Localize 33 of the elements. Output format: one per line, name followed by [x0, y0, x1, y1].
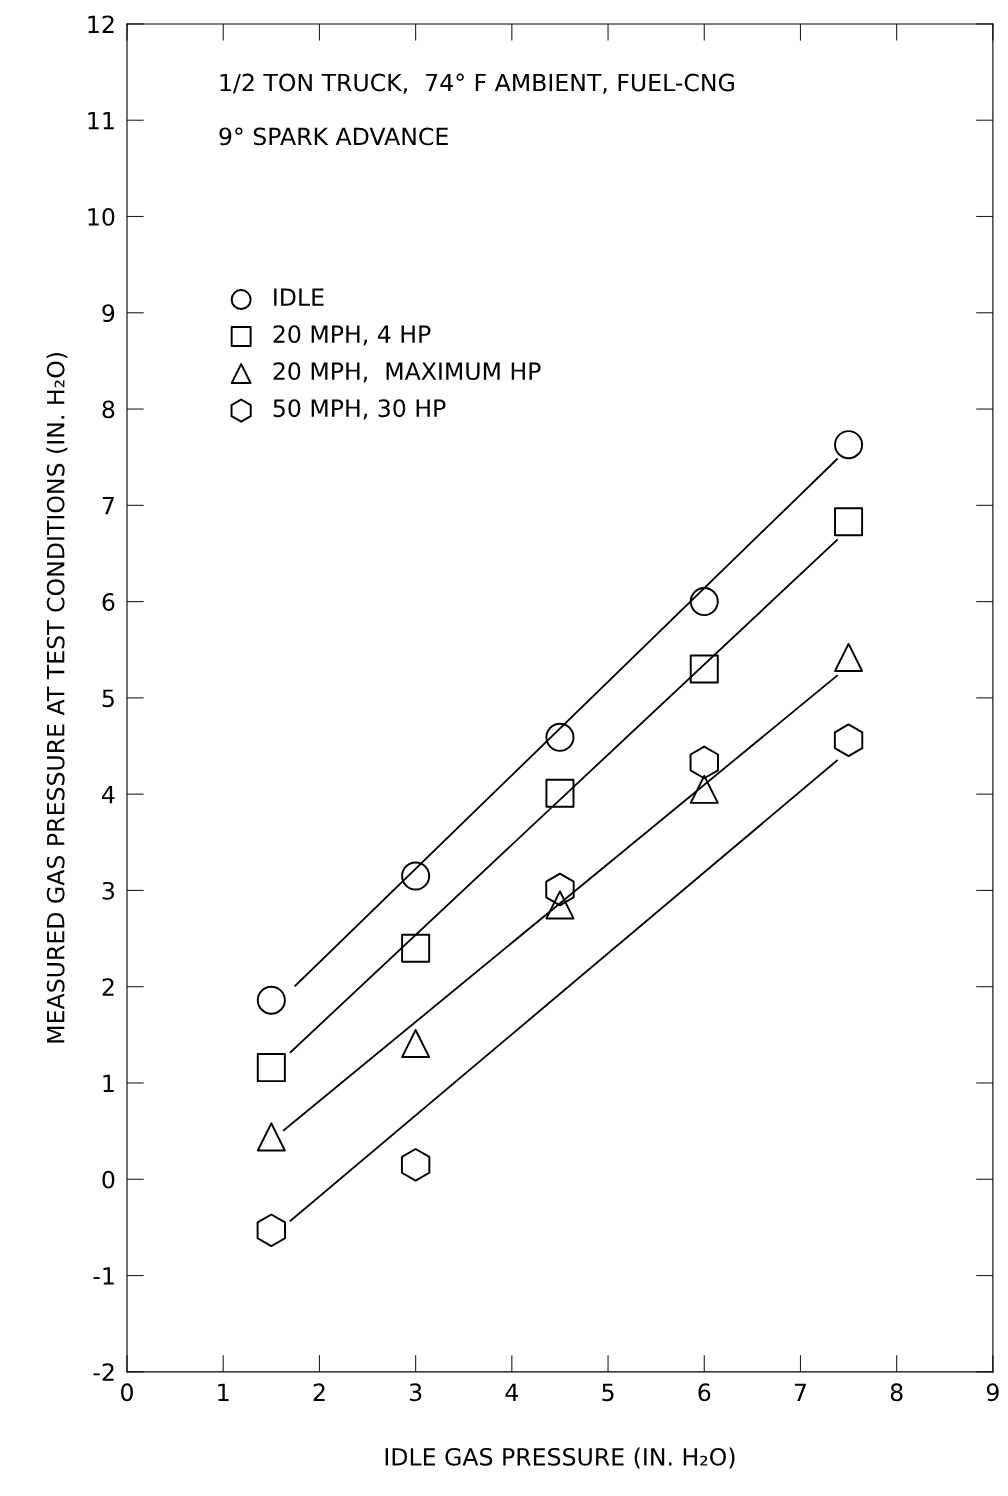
y-tick-label: 7 [102, 497, 114, 515]
y-tick-label: 9 [102, 304, 115, 323]
legend-label: 20 MPH, 4 HP [273, 325, 431, 346]
y-tick-label: -1 [93, 1267, 114, 1285]
x-tick-label: 3 [409, 1383, 422, 1402]
legend-label: 50 MPH, 30 HP [273, 399, 446, 420]
annotation: 9° SPARK ADVANCE [219, 127, 448, 146]
legend-label: 20 MPH, MAXIMUM HP [273, 362, 541, 383]
y-tick-label: 6 [102, 593, 115, 611]
y-tick-label: 1 [103, 1074, 114, 1092]
x-tick-label: 8 [890, 1383, 903, 1402]
x-tick-label: 1 [218, 1383, 229, 1401]
y-tick-label: 2 [102, 978, 114, 996]
y-tick-label: 11 [88, 111, 114, 130]
x-tick-label: 7 [794, 1383, 806, 1401]
y-tick-label: 0 [102, 1170, 115, 1189]
x-tick-label: 2 [313, 1383, 325, 1401]
x-tick-label: 0 [121, 1383, 133, 1402]
x-tick-label: 5 [602, 1383, 614, 1402]
y-tick-label: 12 [88, 15, 114, 33]
x-tick-label: 9 [986, 1383, 999, 1402]
legend-label: IDLE [274, 288, 324, 306]
y-tick-label: 5 [102, 689, 114, 708]
y-tick-label: 8 [102, 400, 115, 419]
x-axis-title: IDLE GAS PRESSURE (IN. H₂O) [385, 1447, 735, 1469]
y-tick-label: -2 [93, 1363, 114, 1381]
annotation: 1/2 TON TRUCK, 74° F AMBIENT, FUEL-CNG [220, 73, 734, 94]
x-tick-label: 4 [505, 1383, 519, 1401]
y-tick-label: 4 [102, 785, 115, 804]
y-tick-label: 10 [88, 207, 115, 226]
y-tick-label: 3 [102, 881, 114, 900]
y-axis-title: MEASURED GAS PRESSURE AT TEST CONDITIONS (IN. H₂O) [46, 353, 68, 1043]
x-tick-label: 6 [698, 1383, 711, 1402]
